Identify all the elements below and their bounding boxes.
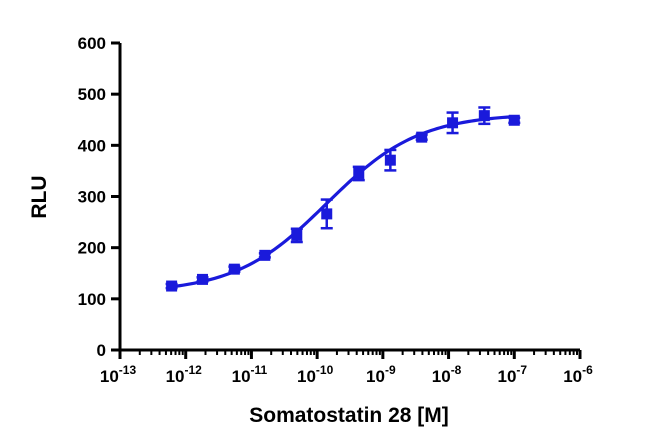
data-point: [447, 117, 459, 129]
y-tick-label: 0: [97, 341, 106, 360]
data-point: [321, 208, 333, 220]
y-tick-label: 200: [78, 239, 106, 258]
fit-curve-group: [171, 115, 515, 289]
data-points: [166, 110, 520, 292]
axes: [118, 43, 580, 352]
y-tick-label: 600: [78, 34, 106, 53]
tick-labels: 0 100 200 300 400 500 600 10-13 10-12 10-11 10-10 1…: [78, 34, 593, 386]
data-point: [228, 263, 240, 275]
error-bars: [165, 106, 521, 290]
data-point: [416, 131, 428, 143]
x-tick-label: 10-9: [366, 363, 396, 386]
tick-marks: [111, 41, 582, 359]
y-tick-label: 400: [78, 136, 106, 155]
x-tick-label: 10-11: [232, 363, 268, 386]
x-tick-label: 10-12: [166, 363, 203, 386]
x-tick-label: 10-13: [100, 363, 137, 386]
data-point: [508, 114, 520, 126]
data-point: [166, 280, 178, 292]
y-tick-label: 500: [78, 85, 106, 104]
y-tick-label: 100: [78, 290, 106, 309]
data-point: [478, 110, 490, 122]
fit-curve: [171, 115, 515, 289]
data-point: [196, 273, 208, 285]
x-tick-label: 10-10: [297, 363, 334, 386]
data-point: [291, 229, 303, 241]
x-tick-label: 10-7: [497, 363, 527, 386]
x-axis-title: Somatostatin 28 [M]: [249, 404, 449, 427]
y-tick-label: 300: [78, 188, 106, 207]
x-tick-label: 10-8: [432, 363, 462, 386]
x-tick-label: 10-6: [563, 363, 593, 386]
y-axis-title: RLU: [28, 175, 51, 218]
data-point: [259, 249, 271, 261]
data-point: [353, 167, 365, 179]
data-point: [384, 154, 396, 166]
